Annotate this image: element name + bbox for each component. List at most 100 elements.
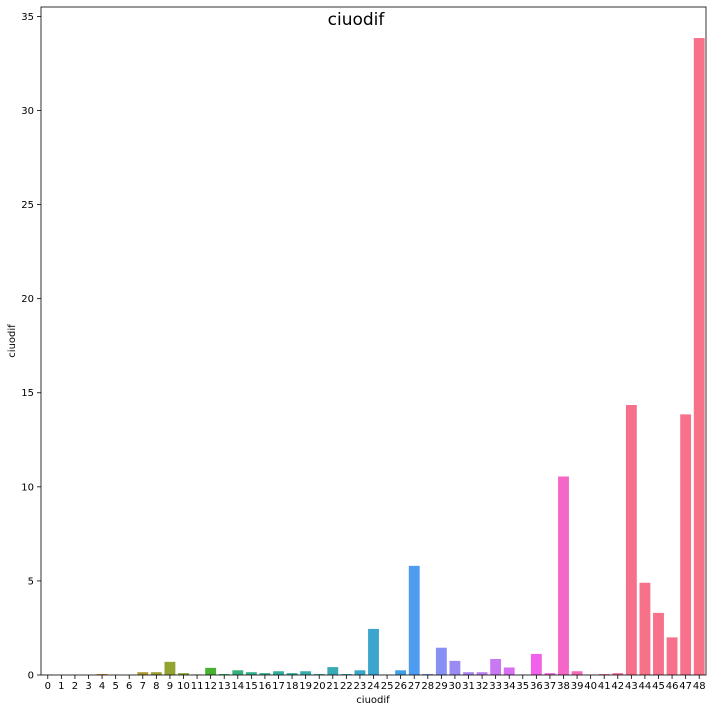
- x-tick-label: 2: [72, 681, 78, 692]
- x-tick-label: 29: [435, 681, 448, 692]
- bar-44: [639, 582, 651, 675]
- bar-28: [422, 674, 434, 675]
- bar-33: [490, 659, 502, 675]
- x-tick-label: 43: [625, 681, 638, 692]
- x-tick-label: 33: [489, 681, 502, 692]
- x-tick-label: 22: [340, 681, 353, 692]
- x-tick-label: 47: [679, 681, 692, 692]
- x-tick-label: 14: [231, 681, 244, 692]
- bar-42: [612, 673, 624, 675]
- bar-18: [286, 673, 298, 675]
- bar-4: [96, 674, 108, 675]
- y-tick-label: 30: [21, 106, 34, 117]
- x-tick-label: 42: [611, 681, 624, 692]
- x-tick-label: 46: [666, 681, 679, 692]
- bar-14: [232, 670, 244, 675]
- x-tick-label: 37: [544, 681, 557, 692]
- x-tick-label: 34: [503, 681, 516, 692]
- x-tick-label: 40: [584, 681, 597, 692]
- x-tick-label: 35: [516, 681, 529, 692]
- x-tick-label: 13: [218, 681, 231, 692]
- x-tick-label: 16: [259, 681, 272, 692]
- bar-10: [178, 673, 189, 675]
- y-axis-title: ciuodif: [7, 324, 18, 358]
- x-tick-label: 6: [126, 681, 132, 692]
- x-tick-label: 38: [557, 681, 570, 692]
- x-tick-label: 0: [45, 681, 51, 692]
- x-tick-label: 31: [462, 681, 475, 692]
- bar-24: [368, 628, 379, 675]
- bars-group: [42, 38, 705, 676]
- bar-12: [205, 667, 217, 675]
- bar-36: [530, 653, 542, 675]
- y-axis-ticks: 0 5 10 15 20 25 30 35: [21, 12, 41, 682]
- y-tick-label: 35: [21, 12, 34, 23]
- x-axis-title: ciuodif: [356, 695, 390, 706]
- bar-16: [259, 673, 271, 675]
- x-tick-label: 1: [58, 681, 64, 692]
- x-tick-label: 30: [449, 681, 462, 692]
- x-tick-label: 5: [112, 681, 118, 692]
- x-tick-label: 20: [313, 681, 326, 692]
- x-tick-label: 36: [530, 681, 543, 692]
- x-tick-label: 4: [99, 681, 105, 692]
- bar-32: [476, 672, 488, 675]
- bar-38: [558, 476, 569, 675]
- x-tick-label: 9: [167, 681, 173, 692]
- plot-frame: [40, 6, 707, 676]
- bar-29: [435, 647, 447, 675]
- y-tick-label: 15: [21, 388, 34, 399]
- x-tick-label: 3: [85, 681, 91, 692]
- x-tick-label: 45: [652, 681, 665, 692]
- x-tick-label: 44: [639, 681, 652, 692]
- bar-17: [273, 671, 284, 675]
- bar-30: [449, 660, 461, 675]
- x-tick-label: 28: [421, 681, 434, 692]
- x-tick-label: 24: [367, 681, 380, 692]
- x-tick-label: 48: [693, 681, 706, 692]
- bar-19: [300, 671, 312, 675]
- bar-41: [598, 674, 610, 675]
- bar-8: [150, 672, 162, 675]
- y-tick-label: 25: [21, 200, 34, 211]
- x-tick-label: 18: [286, 681, 299, 692]
- x-tick-label: 41: [598, 681, 611, 692]
- x-tick-label: 25: [381, 681, 394, 692]
- bar-20: [313, 674, 325, 675]
- bar-43: [625, 404, 637, 675]
- bar-7: [137, 672, 149, 675]
- bar-26: [395, 670, 407, 675]
- x-tick-label: 39: [571, 681, 584, 692]
- bar-48: [693, 38, 705, 676]
- x-tick-label: 23: [354, 681, 367, 692]
- bar-23: [354, 670, 366, 675]
- bar-21: [327, 667, 339, 675]
- bar-45: [653, 612, 664, 675]
- x-tick-label: 8: [153, 681, 159, 692]
- x-tick-label: 19: [299, 681, 312, 692]
- bar-37: [544, 673, 556, 675]
- x-axis-ticks: 0 1 2 3 4 5 6 7 8 9 10 11 12 13 14 15 16 17 18 19 20 21 22 23 24…: [45, 675, 706, 692]
- x-tick-label: 32: [476, 681, 489, 692]
- bar-31: [463, 672, 474, 675]
- bar-13: [218, 674, 230, 675]
- x-tick-label: 27: [408, 681, 421, 692]
- x-tick-label: 17: [272, 681, 285, 692]
- bar-39: [571, 671, 583, 675]
- x-tick-label: 10: [177, 681, 190, 692]
- y-tick-label: 5: [28, 576, 34, 587]
- x-tick-label: 7: [140, 681, 146, 692]
- y-tick-label: 20: [21, 294, 34, 305]
- y-tick-label: 0: [28, 671, 34, 682]
- bar-34: [503, 667, 515, 675]
- x-tick-label: 11: [191, 681, 204, 692]
- bar-46: [666, 637, 678, 675]
- x-tick-label: 12: [204, 681, 217, 692]
- bar-9: [164, 661, 176, 675]
- x-tick-label: 26: [394, 681, 407, 692]
- x-tick-label: 21: [326, 681, 339, 692]
- bar-22: [340, 674, 352, 675]
- y-tick-label: 10: [21, 482, 34, 493]
- chart-title: ciuodif: [328, 10, 386, 30]
